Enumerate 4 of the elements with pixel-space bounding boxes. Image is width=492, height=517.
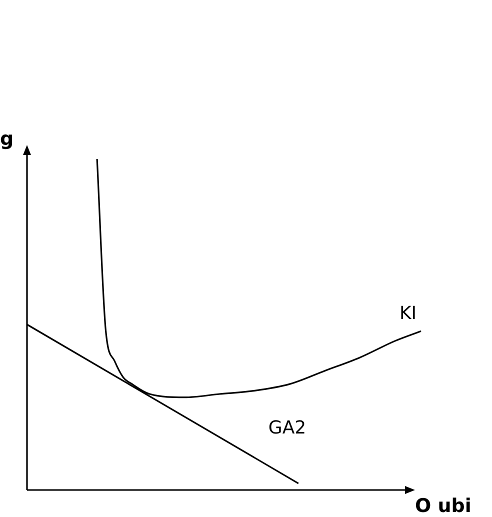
x-axis-title: O ubi [415, 495, 472, 517]
series-label: KI [399, 303, 417, 324]
series-label: GA2 [268, 417, 306, 438]
y-axis-title: g [0, 128, 14, 150]
